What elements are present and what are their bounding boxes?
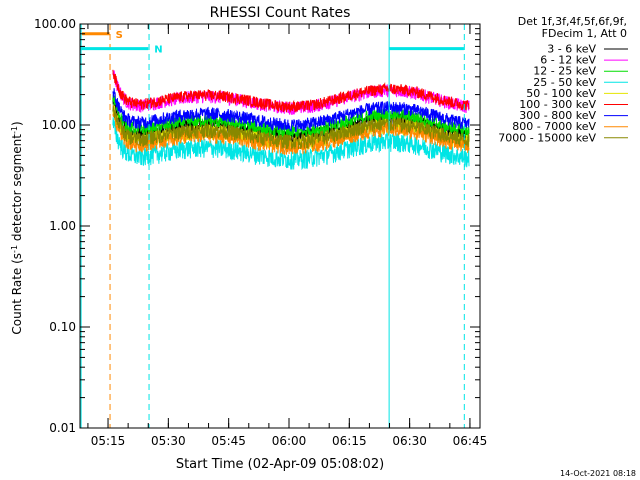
legend-label: 7000 - 15000 keV (498, 131, 596, 144)
plot-frame (79, 23, 481, 429)
footer-timestamp: 14-Oct-2021 08:18 (560, 469, 636, 478)
legend-label: 6 - 12 keV (540, 54, 596, 67)
legend-label: 800 - 7000 keV (512, 120, 596, 133)
chart-title: RHESSI Count Rates (210, 5, 351, 21)
y-axis-ticks: 0.01 0.10 1.00 10.00 100.00 (34, 17, 480, 435)
legend: Det 1f,3f,4f,5f,6f,9f, FDecim 1, Att 0 3… (498, 15, 628, 144)
vertical-lines (80, 24, 465, 428)
x-tick-label: 06:15 (332, 434, 367, 448)
attenuator-markers: SN (79, 30, 464, 56)
x-tick-label: 05:45 (211, 434, 246, 448)
marker-label: N (154, 45, 162, 56)
y-tick-label: 100.00 (34, 17, 76, 31)
series-line (112, 94, 470, 139)
series-line (112, 117, 470, 171)
marker-label: S (116, 30, 123, 41)
series-line (112, 105, 470, 150)
legend-header-line-2: FDecim 1, Att 0 (542, 27, 627, 40)
series-line (112, 88, 470, 133)
y-axis-label: Count Rate (s-1 detector segment-1) (10, 121, 25, 334)
x-tick-label: 06:45 (453, 434, 488, 448)
legend-label: 300 - 800 keV (519, 109, 596, 122)
x-tick-label: 06:00 (272, 434, 307, 448)
legend-label: 50 - 100 keV (526, 87, 596, 100)
legend-label: 12 - 25 keV (533, 65, 596, 78)
y-tick-label: 1.00 (49, 219, 76, 233)
series-line (112, 70, 470, 115)
x-axis-ticks: 05:15 05:30 05:45 06:00 06:15 06:30 06:45 (87, 24, 488, 448)
legend-header-line-1: Det 1f,3f,4f,5f,6f,9f, (518, 15, 627, 28)
data-traces (112, 69, 470, 171)
legend-label: 25 - 50 keV (533, 76, 596, 89)
x-tick-label: 05:30 (151, 434, 186, 448)
y-tick-label: 0.10 (49, 320, 76, 334)
series-line (112, 69, 470, 113)
legend-label: 100 - 300 keV (519, 98, 596, 111)
y-tick-label: 0.01 (49, 421, 76, 435)
x-tick-label: 06:30 (392, 434, 427, 448)
x-tick-label: 05:15 (91, 434, 126, 448)
y-tick-label: 10.00 (42, 118, 76, 132)
x-axis-label: Start Time (02-Apr-09 05:08:02) (176, 457, 384, 472)
legend-label: 3 - 6 keV (547, 43, 596, 56)
